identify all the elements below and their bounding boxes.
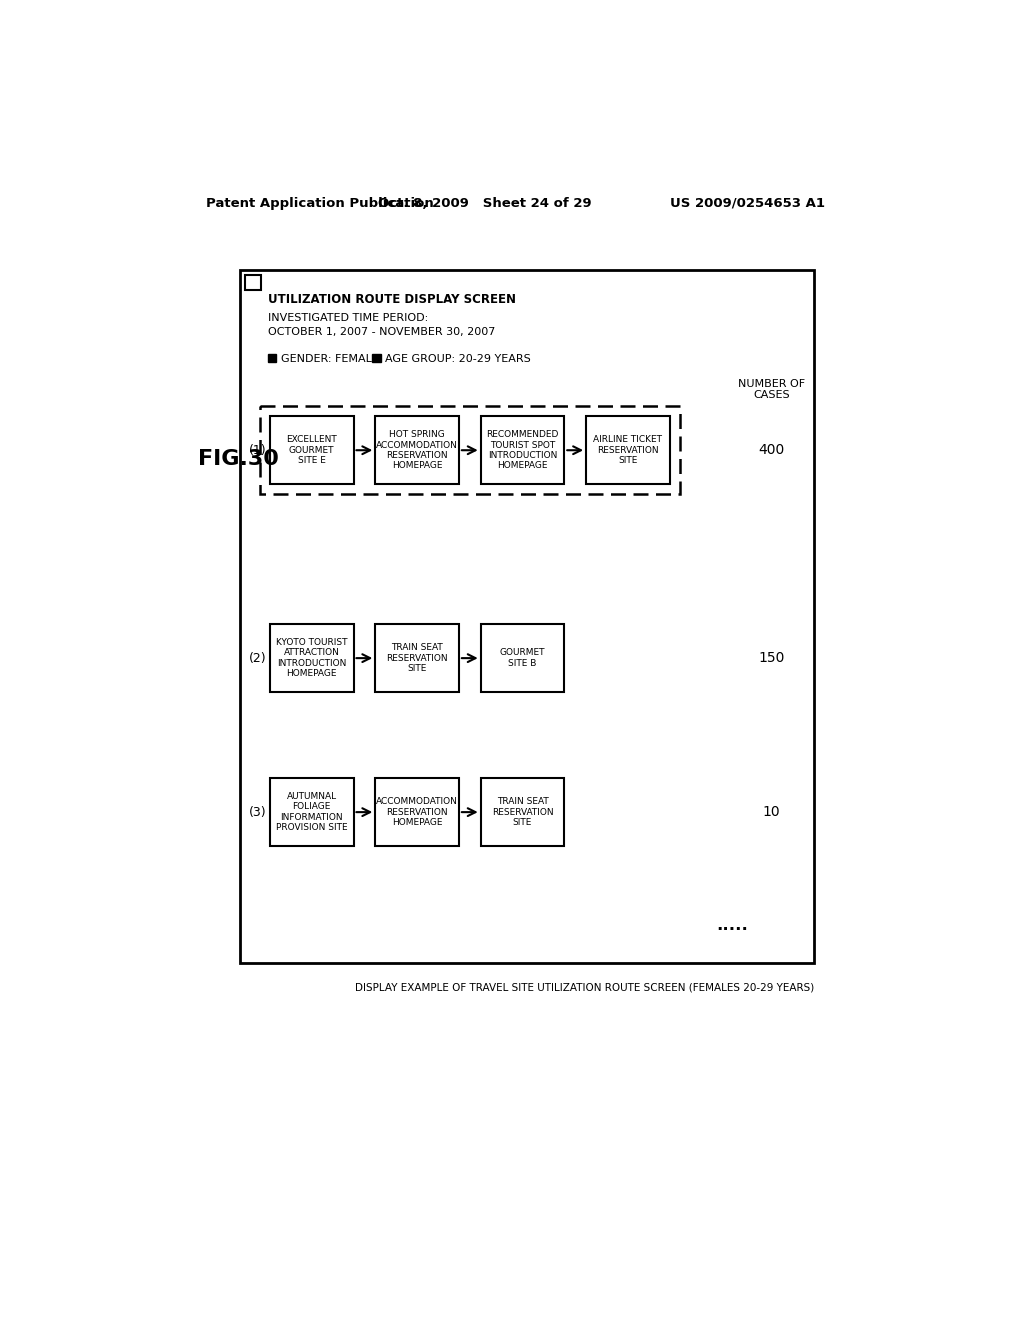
Text: GOURMET
SITE B: GOURMET SITE B xyxy=(500,648,545,668)
Text: FIG.30: FIG.30 xyxy=(198,449,279,469)
FancyBboxPatch shape xyxy=(375,779,459,846)
Bar xyxy=(267,354,276,363)
Text: Oct. 8, 2009   Sheet 24 of 29: Oct. 8, 2009 Sheet 24 of 29 xyxy=(378,197,591,210)
Text: AGE GROUP: 20-29 YEARS: AGE GROUP: 20-29 YEARS xyxy=(385,354,531,363)
FancyBboxPatch shape xyxy=(245,275,260,290)
Text: DISPLAY EXAMPLE OF TRAVEL SITE UTILIZATION ROUTE SCREEN (FEMALES 20-29 YEARS): DISPLAY EXAMPLE OF TRAVEL SITE UTILIZATI… xyxy=(354,982,814,993)
Text: EXCELLENT
GOURMET
SITE E: EXCELLENT GOURMET SITE E xyxy=(287,436,337,465)
Text: (1): (1) xyxy=(249,444,266,457)
FancyBboxPatch shape xyxy=(270,416,353,484)
Text: TRAIN SEAT
RESERVATION
SITE: TRAIN SEAT RESERVATION SITE xyxy=(492,797,553,828)
Text: NUMBER OF
CASES: NUMBER OF CASES xyxy=(737,379,805,400)
Text: KYOTO TOURIST
ATTRACTION
INTRODUCTION
HOMEPAGE: KYOTO TOURIST ATTRACTION INTRODUCTION HO… xyxy=(275,638,347,678)
FancyBboxPatch shape xyxy=(375,416,459,484)
FancyBboxPatch shape xyxy=(480,779,564,846)
Text: GENDER: FEMALE: GENDER: FEMALE xyxy=(281,354,379,363)
Text: 400: 400 xyxy=(758,444,784,457)
Text: (2): (2) xyxy=(249,652,266,665)
Text: 150: 150 xyxy=(758,651,784,665)
FancyBboxPatch shape xyxy=(586,416,670,484)
Text: INVESTIGATED TIME PERIOD:: INVESTIGATED TIME PERIOD: xyxy=(267,313,428,323)
FancyBboxPatch shape xyxy=(241,271,814,964)
FancyBboxPatch shape xyxy=(375,624,459,692)
Text: AUTUMNAL
FOLIAGE
INFORMATION
PROVISION SITE: AUTUMNAL FOLIAGE INFORMATION PROVISION S… xyxy=(275,792,347,832)
Text: (3): (3) xyxy=(249,805,266,818)
Bar xyxy=(372,354,381,363)
FancyBboxPatch shape xyxy=(480,624,564,692)
FancyBboxPatch shape xyxy=(480,416,564,484)
FancyBboxPatch shape xyxy=(270,779,353,846)
Text: .....: ..... xyxy=(717,916,749,933)
Text: OCTOBER 1, 2007 - NOVEMBER 30, 2007: OCTOBER 1, 2007 - NOVEMBER 30, 2007 xyxy=(267,326,495,337)
Text: TRAIN SEAT
RESERVATION
SITE: TRAIN SEAT RESERVATION SITE xyxy=(386,643,447,673)
Text: Patent Application Publication: Patent Application Publication xyxy=(206,197,433,210)
Text: US 2009/0254653 A1: US 2009/0254653 A1 xyxy=(671,197,825,210)
Text: ACCOMMODATION
RESERVATION
HOMEPAGE: ACCOMMODATION RESERVATION HOMEPAGE xyxy=(376,797,458,828)
Text: UTILIZATION ROUTE DISPLAY SCREEN: UTILIZATION ROUTE DISPLAY SCREEN xyxy=(267,293,515,306)
Text: HOT SPRING
ACCOMMODATION
RESERVATION
HOMEPAGE: HOT SPRING ACCOMMODATION RESERVATION HOM… xyxy=(376,430,458,470)
Text: RECOMMENDED
TOURIST SPOT
INTRODUCTION
HOMEPAGE: RECOMMENDED TOURIST SPOT INTRODUCTION HO… xyxy=(486,430,559,470)
FancyBboxPatch shape xyxy=(270,624,353,692)
Text: AIRLINE TICKET
RESERVATION
SITE: AIRLINE TICKET RESERVATION SITE xyxy=(593,436,663,465)
Text: 10: 10 xyxy=(763,805,780,820)
